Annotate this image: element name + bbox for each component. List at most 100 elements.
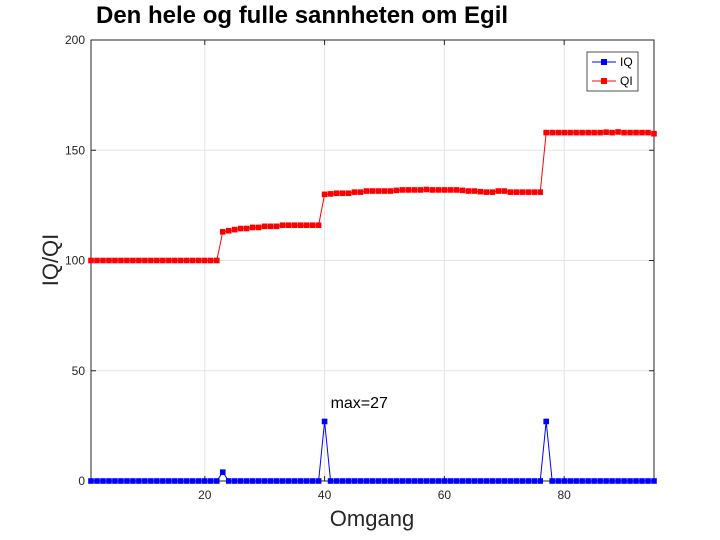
data-point-qi — [435, 187, 442, 193]
data-point-iq — [543, 418, 549, 425]
data-point-iq — [525, 478, 532, 484]
axis-ticks: 20 40 60 80 0 50 100 150 200 — [65, 33, 654, 502]
data-point-qi — [429, 187, 436, 193]
max-annotation: max=27 — [331, 395, 388, 412]
data-point-qi — [609, 129, 615, 136]
data-point-iq — [465, 478, 472, 484]
data-point-iq — [285, 478, 292, 484]
data-point-qi — [315, 222, 322, 229]
y-tick-label: 50 — [72, 364, 86, 378]
data-point-qi — [417, 187, 424, 193]
data-point-iq — [327, 478, 334, 484]
data-point-iq — [591, 478, 597, 484]
data-point-iq — [477, 478, 484, 484]
data-point-iq — [303, 478, 310, 484]
data-point-qi — [339, 190, 346, 197]
data-point-qi — [411, 187, 418, 193]
data-point-qi — [118, 257, 124, 264]
data-point-iq — [597, 478, 603, 484]
data-point-qi — [321, 191, 328, 198]
data-point-qi — [345, 190, 352, 197]
data-point-iq — [202, 478, 208, 484]
data-point-qi — [94, 257, 100, 264]
data-point-qi — [219, 229, 226, 235]
data-point-iq — [489, 478, 496, 484]
data-point-iq — [207, 478, 214, 484]
data-point-qi — [196, 257, 202, 264]
data-point-qi — [567, 129, 573, 136]
data-point-iq — [351, 478, 358, 484]
data-point-iq — [136, 478, 142, 484]
data-point-iq — [279, 478, 286, 484]
data-point-iq — [585, 478, 591, 484]
data-point-iq — [531, 478, 538, 484]
data-point-qi — [597, 129, 603, 136]
data-point-qi — [213, 257, 220, 264]
y-tick-label: 0 — [78, 474, 85, 488]
data-point-qi — [537, 189, 543, 195]
data-point-qi — [279, 222, 286, 229]
data-point-qi — [615, 129, 621, 135]
data-point-qi — [471, 188, 478, 194]
data-point-iq — [645, 478, 651, 484]
data-point-qi — [261, 223, 268, 230]
data-point-iq — [603, 478, 609, 484]
data-point-qi — [465, 188, 472, 194]
x-tick-label: 20 — [198, 488, 212, 502]
data-point-iq — [447, 478, 454, 484]
data-point-iq — [411, 478, 418, 484]
data-point-iq — [399, 478, 406, 484]
data-point-iq — [291, 478, 298, 484]
data-point-iq — [267, 478, 274, 484]
data-point-iq — [471, 478, 478, 484]
data-point-qi — [405, 187, 412, 193]
data-point-iq — [261, 478, 268, 484]
data-point-qi — [207, 257, 214, 264]
data-point-qi — [585, 129, 591, 136]
legend-iq-marker — [601, 59, 607, 65]
data-point-qi — [303, 222, 310, 229]
data-point-qi — [447, 187, 454, 193]
data-point-qi — [381, 188, 388, 194]
data-point-qi — [621, 129, 627, 136]
data-point-qi — [154, 257, 160, 264]
data-point-iq — [219, 469, 226, 475]
data-point-iq — [453, 478, 460, 484]
data-point-qi — [184, 257, 190, 264]
data-point-iq — [369, 478, 376, 484]
data-point-iq — [429, 478, 436, 484]
data-point-qi — [225, 227, 232, 234]
data-point-iq — [148, 478, 154, 484]
data-point-iq — [423, 478, 430, 484]
data-point-iq — [190, 478, 196, 484]
data-point-qi — [231, 226, 238, 233]
data-point-qi — [178, 257, 184, 264]
data-point-qi — [651, 130, 657, 137]
data-point-qi — [142, 257, 148, 264]
x-tick-label: 60 — [438, 488, 452, 502]
data-point-qi — [172, 257, 178, 264]
data-point-qi — [603, 129, 609, 135]
data-point-qi — [237, 225, 244, 232]
data-point-iq — [609, 478, 615, 484]
data-point-qi — [357, 189, 364, 195]
data-point-iq — [621, 478, 627, 484]
data-point-qi — [573, 129, 579, 136]
data-point-iq — [357, 478, 364, 484]
data-point-iq — [333, 478, 340, 484]
data-point-qi — [375, 188, 382, 194]
legend-qi-label: QI — [620, 74, 633, 88]
data-point-qi — [333, 190, 340, 197]
data-point-iq — [243, 478, 250, 484]
x-tick-label: 40 — [318, 488, 332, 502]
data-point-iq — [639, 478, 645, 484]
data-point-qi — [399, 187, 406, 193]
data-point-iq — [154, 478, 160, 484]
data-point-iq — [519, 478, 526, 484]
data-point-iq — [375, 478, 382, 484]
x-axis-label: Omgang — [330, 506, 414, 531]
data-point-iq — [393, 478, 400, 484]
data-point-iq — [231, 478, 238, 484]
data-point-qi — [255, 224, 262, 231]
y-tick-label: 200 — [65, 33, 85, 47]
